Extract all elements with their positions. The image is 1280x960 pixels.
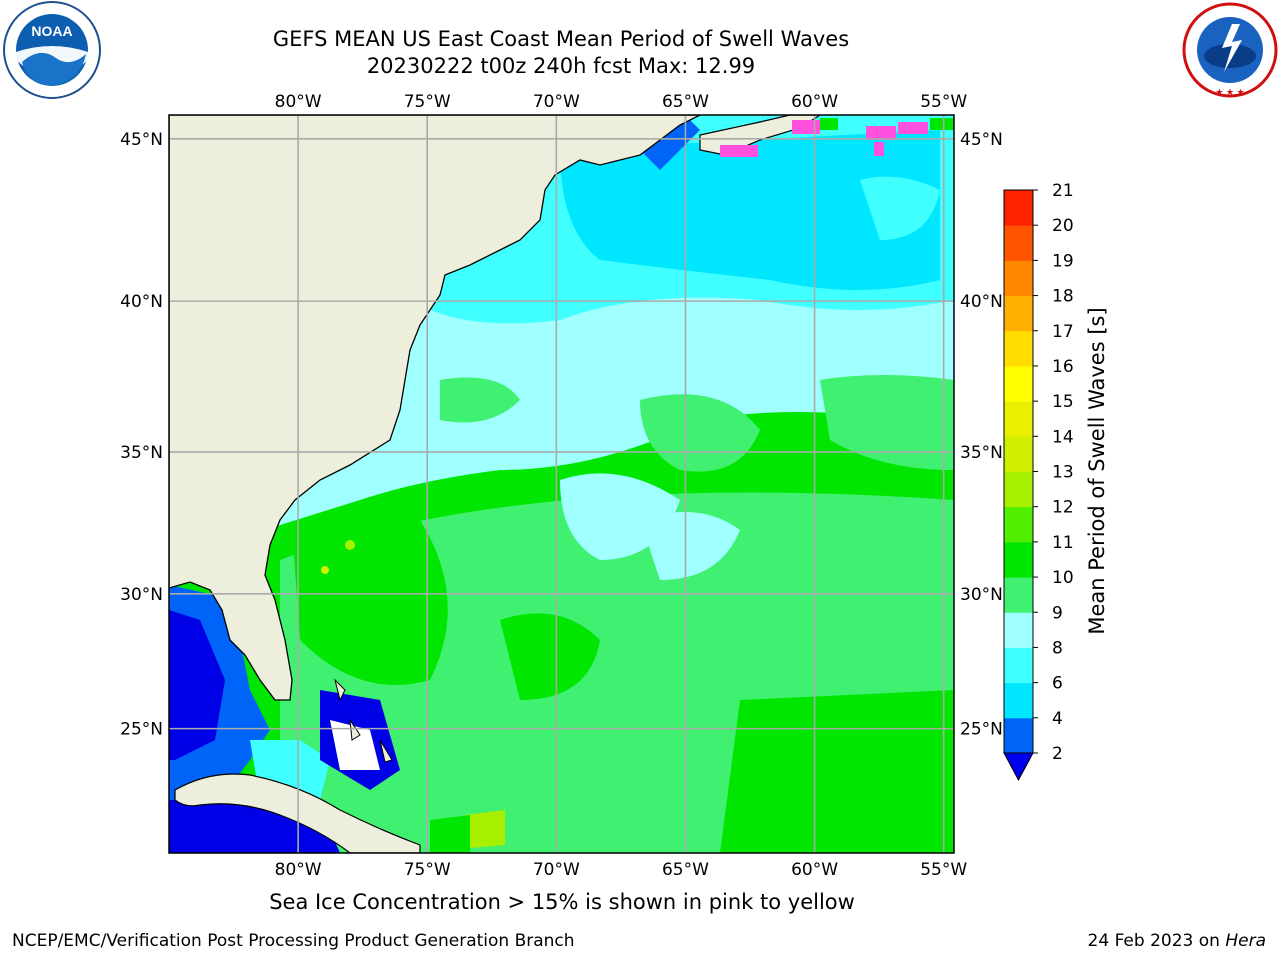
colorbar-band <box>1004 330 1033 367</box>
lon-label-bottom: 70°W <box>533 860 580 880</box>
colorbar-tick-label: 2 <box>1052 744 1063 764</box>
colorbar-tick-label: 4 <box>1052 709 1063 729</box>
noaa-logo: NOAA <box>3 1 101 99</box>
footer-credit: NCEP/EMC/Verification Post Processing Pr… <box>12 931 575 951</box>
footer-machine: Hera <box>1225 931 1266 951</box>
lat-label-right: 25°N <box>960 720 1003 740</box>
colorbar-band <box>1004 717 1033 754</box>
footer-date-text: 24 Feb 2023 on <box>1087 931 1226 951</box>
us-east-coast-land <box>169 115 701 701</box>
lat-label-left: 35°N <box>120 443 163 463</box>
lon-label-bottom: 55°W <box>920 860 967 880</box>
colorbar-tick-label: 18 <box>1052 287 1074 307</box>
lon-label-top: 60°W <box>791 92 838 112</box>
svg-text:★ ★ ★: ★ ★ ★ <box>1215 87 1244 97</box>
colorbar-band <box>1004 647 1033 684</box>
sea-ice-note: Sea Ice Concentration > 15% is shown in … <box>269 890 855 914</box>
lon-label-top: 75°W <box>404 92 451 112</box>
map-plot-area <box>169 115 954 853</box>
map-gridlines <box>169 115 954 853</box>
colorbar-tick-label: 13 <box>1052 463 1074 483</box>
colorbar-band <box>1004 682 1033 719</box>
colorbar-band <box>1004 612 1033 648</box>
map-tick-labels: 80°W 80°W 75°W 75°W 70°W 70°W 65°W 65°W 60°W 60°W… <box>120 92 1003 880</box>
colorbar-tick-label: 11 <box>1052 533 1074 553</box>
colorbar-band <box>1004 577 1033 613</box>
colorbar-label: Mean Period of Swell Waves [s] <box>1085 307 1109 635</box>
sea-ice-patch <box>792 120 820 134</box>
lon-label-top: 80°W <box>275 92 322 112</box>
lat-label-right: 30°N <box>960 585 1003 605</box>
lon-label-top: 70°W <box>533 92 580 112</box>
lat-label-left: 40°N <box>120 292 163 312</box>
colorbar-tick-label: 14 <box>1052 427 1074 447</box>
swell-field-green-west <box>290 493 448 685</box>
colorbar-tick-label: 19 <box>1052 251 1074 271</box>
colorbar-tick-label: 9 <box>1052 603 1063 623</box>
lat-label-right: 45°N <box>960 130 1003 150</box>
colorbar-band <box>1004 295 1033 332</box>
nws-logo: ★ ★ ★ <box>1182 2 1278 98</box>
lon-label-bottom: 65°W <box>662 860 709 880</box>
colorbar-tick-label: 6 <box>1052 674 1063 694</box>
colorbar-band <box>1004 401 1033 437</box>
map-border <box>168 114 955 854</box>
lat-label-left: 25°N <box>120 720 163 740</box>
colorbar-tick-label: 20 <box>1052 216 1074 236</box>
colorbar-tick-label: 21 <box>1052 181 1074 201</box>
colorbar-tick-label: 12 <box>1052 498 1074 518</box>
chart-title: GEFS MEAN US East Coast Mean Period of S… <box>272 27 850 51</box>
lat-label-right: 40°N <box>960 292 1003 312</box>
lon-label-top: 55°W <box>920 92 967 112</box>
colorbar-band <box>1004 365 1033 402</box>
colorbar-band <box>1004 506 1033 543</box>
colorbar-band <box>1004 260 1033 297</box>
colorbar-tick-label: 17 <box>1052 322 1074 342</box>
lon-label-bottom: 60°W <box>791 860 838 880</box>
lat-label-left: 45°N <box>120 130 163 150</box>
lon-label-top: 65°W <box>662 92 709 112</box>
noaa-logo-text: NOAA <box>31 23 72 39</box>
colorbar-tick-label: 15 <box>1052 392 1074 412</box>
lat-label-left: 30°N <box>120 585 163 605</box>
swell-field-green-southeast <box>720 690 954 853</box>
lon-label-bottom: 75°W <box>404 860 451 880</box>
chart-subtitle: 20230222 t00z 240h fcst Max: 12.99 <box>366 54 756 78</box>
colorbar-band <box>1004 190 1033 226</box>
colorbar-band <box>1004 225 1033 261</box>
footer-date: 24 Feb 2023 on Hera <box>1088 931 1266 951</box>
colorbar-band <box>1004 541 1033 578</box>
colorbar-tick-label: 16 <box>1052 357 1074 377</box>
colorbar-band <box>1004 471 1033 508</box>
lat-label-right: 35°N <box>960 443 1003 463</box>
lon-label-bottom: 80°W <box>275 860 322 880</box>
colorbar-band <box>1004 436 1033 472</box>
colorbar-tick-label: 10 <box>1052 568 1074 588</box>
swell-field-cyan <box>560 130 940 290</box>
colorbar-extend-arrow <box>1003 752 1034 782</box>
colorbar-tick-label: 8 <box>1052 638 1063 658</box>
colorbar: 2 4 6 8 9 10 11 12 13 14 15 16 17 18 19 20 21 <box>1003 181 1074 782</box>
